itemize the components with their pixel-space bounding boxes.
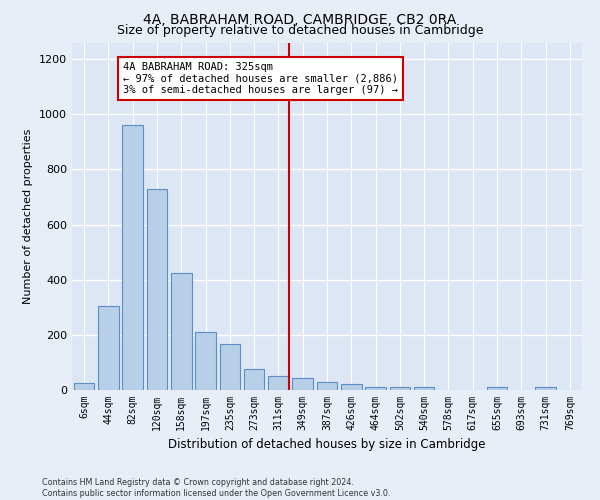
Bar — [292, 378, 313, 390]
Bar — [487, 386, 508, 390]
Bar — [535, 386, 556, 390]
Bar — [146, 188, 167, 390]
Text: Size of property relative to detached houses in Cambridge: Size of property relative to detached ho… — [117, 24, 483, 37]
Bar — [244, 370, 265, 390]
Bar — [268, 376, 289, 390]
Bar — [317, 382, 337, 390]
Bar — [365, 386, 386, 390]
Bar — [220, 344, 240, 390]
Bar — [171, 273, 191, 390]
Bar — [122, 125, 143, 390]
Bar — [389, 386, 410, 390]
Bar — [74, 383, 94, 390]
Y-axis label: Number of detached properties: Number of detached properties — [23, 128, 34, 304]
Bar — [195, 332, 216, 390]
Text: 4A BABRAHAM ROAD: 325sqm
← 97% of detached houses are smaller (2,886)
3% of semi: 4A BABRAHAM ROAD: 325sqm ← 97% of detach… — [123, 62, 398, 95]
Bar — [98, 306, 119, 390]
X-axis label: Distribution of detached houses by size in Cambridge: Distribution of detached houses by size … — [168, 438, 486, 452]
Bar — [414, 386, 434, 390]
Bar — [341, 384, 362, 390]
Text: 4A, BABRAHAM ROAD, CAMBRIDGE, CB2 0RA: 4A, BABRAHAM ROAD, CAMBRIDGE, CB2 0RA — [143, 12, 457, 26]
Text: Contains HM Land Registry data © Crown copyright and database right 2024.
Contai: Contains HM Land Registry data © Crown c… — [42, 478, 391, 498]
